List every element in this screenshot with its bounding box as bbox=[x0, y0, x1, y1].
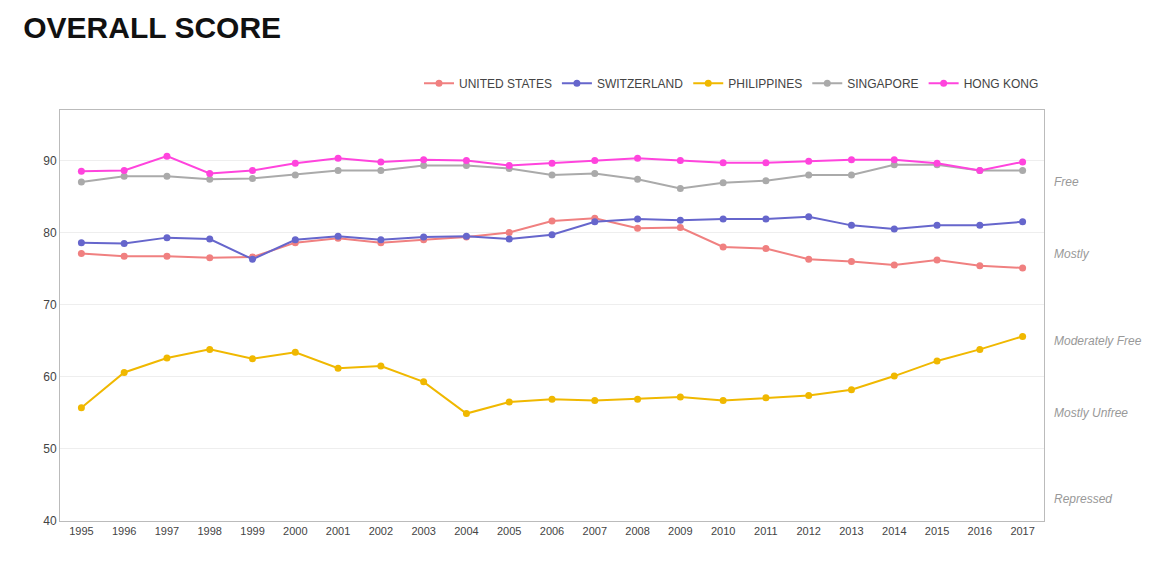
svg-text:2008: 2008 bbox=[625, 525, 649, 537]
svg-text:2003: 2003 bbox=[411, 525, 435, 537]
svg-text:2009: 2009 bbox=[668, 525, 692, 537]
svg-text:2007: 2007 bbox=[583, 525, 607, 537]
svg-text:Repressed: Repressed bbox=[1054, 492, 1112, 506]
svg-text:Free: Free bbox=[1054, 175, 1079, 189]
svg-text:2001: 2001 bbox=[326, 525, 350, 537]
svg-text:Moderately Free: Moderately Free bbox=[1054, 334, 1142, 348]
svg-text:SWITZERLAND: SWITZERLAND bbox=[597, 77, 683, 91]
svg-text:80: 80 bbox=[43, 226, 57, 240]
svg-text:HONG KONG: HONG KONG bbox=[964, 77, 1039, 91]
svg-text:2014: 2014 bbox=[882, 525, 906, 537]
svg-text:1995: 1995 bbox=[69, 525, 93, 537]
svg-text:Mostly: Mostly bbox=[1054, 247, 1090, 261]
svg-text:2010: 2010 bbox=[711, 525, 735, 537]
svg-text:2006: 2006 bbox=[540, 525, 564, 537]
svg-text:1996: 1996 bbox=[112, 525, 136, 537]
svg-text:2005: 2005 bbox=[497, 525, 521, 537]
svg-text:OVERALL SCORE: OVERALL SCORE bbox=[23, 11, 281, 44]
svg-text:40: 40 bbox=[43, 514, 57, 528]
svg-text:Mostly Unfree: Mostly Unfree bbox=[1054, 406, 1128, 420]
svg-text:SINGAPORE: SINGAPORE bbox=[847, 77, 918, 91]
svg-text:PHILIPPINES: PHILIPPINES bbox=[728, 77, 802, 91]
svg-text:2013: 2013 bbox=[839, 525, 863, 537]
svg-text:2000: 2000 bbox=[283, 525, 307, 537]
svg-text:60: 60 bbox=[43, 370, 57, 384]
svg-text:2002: 2002 bbox=[369, 525, 393, 537]
svg-text:1997: 1997 bbox=[155, 525, 179, 537]
svg-text:90: 90 bbox=[43, 154, 57, 168]
svg-text:UNITED STATES: UNITED STATES bbox=[459, 77, 552, 91]
svg-text:2011: 2011 bbox=[754, 525, 778, 537]
svg-text:1999: 1999 bbox=[240, 525, 264, 537]
svg-text:2017: 2017 bbox=[1010, 525, 1034, 537]
svg-text:2012: 2012 bbox=[796, 525, 820, 537]
svg-text:70: 70 bbox=[43, 298, 57, 312]
svg-text:2004: 2004 bbox=[454, 525, 478, 537]
svg-text:1998: 1998 bbox=[197, 525, 221, 537]
svg-text:2015: 2015 bbox=[925, 525, 949, 537]
svg-text:2016: 2016 bbox=[968, 525, 992, 537]
svg-text:50: 50 bbox=[43, 442, 57, 456]
